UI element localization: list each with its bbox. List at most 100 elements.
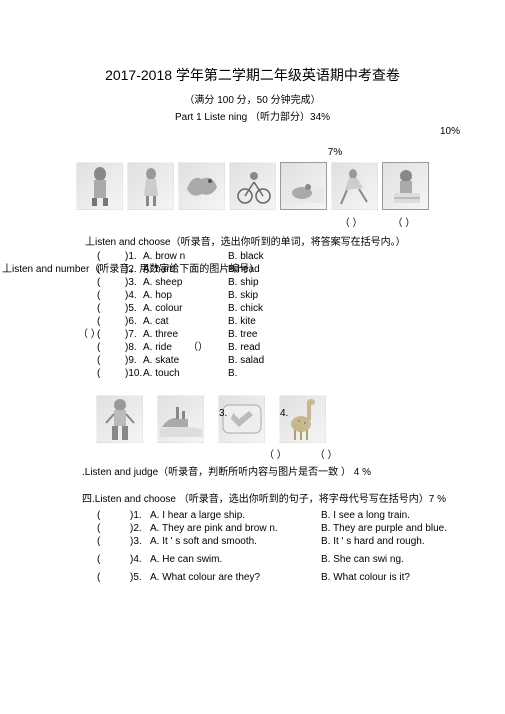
answer-paren: ( bbox=[97, 535, 130, 548]
question4-row: ()5.A. What colour are they?B. What colo… bbox=[0, 571, 505, 584]
question-number: )1. bbox=[125, 250, 143, 263]
document-subtitle: （满分 100 分，50 分钟完成） bbox=[0, 91, 505, 106]
exam-image bbox=[76, 162, 123, 210]
option-a: A. three bbox=[143, 328, 228, 341]
option-b: B. skip bbox=[228, 289, 258, 302]
question-number: )9. bbox=[125, 354, 143, 367]
option-b: B. salad bbox=[228, 354, 264, 367]
question-number: )10. bbox=[125, 367, 143, 380]
question-number: )3. bbox=[130, 535, 150, 548]
option-a: A. brow n bbox=[143, 250, 228, 263]
option-b: B. read bbox=[228, 341, 260, 354]
paren-row-1: （ ） （ ） bbox=[0, 214, 505, 229]
answer-paren: ( bbox=[97, 302, 125, 315]
question-row: ()9.A. skateB. salad bbox=[0, 354, 505, 367]
question4-row: ()2.A. They are pink and brow n.B. They … bbox=[0, 522, 505, 535]
paren-blank: （ ） bbox=[340, 214, 363, 229]
option-b: B. What colour is it? bbox=[321, 571, 410, 584]
exam-image bbox=[229, 162, 276, 210]
option-b: B. I see a long train. bbox=[321, 509, 410, 522]
question-number: )6. bbox=[125, 315, 143, 328]
document-title: 2017-2018 学年第二学期二年级英语期中考查卷 bbox=[0, 65, 505, 85]
question4-row: ()1.A. I hear a large ship.B. I see a lo… bbox=[0, 509, 505, 522]
paren-row-2: （ ） （ ） bbox=[0, 446, 505, 461]
question-number: )3. bbox=[125, 276, 143, 289]
question-number: )2. bbox=[125, 263, 143, 276]
question-number: )2. bbox=[130, 522, 150, 535]
exam-image bbox=[382, 162, 429, 210]
option-a: A. What colour are they? bbox=[150, 571, 321, 584]
option-a: A. skate bbox=[143, 354, 228, 367]
option-b: B.head bbox=[228, 263, 260, 276]
answer-paren: ( bbox=[97, 263, 125, 276]
question-number: )4. bbox=[130, 553, 150, 566]
option-a: A. They are pink and brow n. bbox=[150, 522, 321, 535]
question-number: )8. bbox=[125, 341, 143, 354]
section-4-label: 四.Listen and choose （听录音，选出你听到的句子，将字母代号写… bbox=[0, 490, 505, 505]
question-row: ()5.A. colourB. chick bbox=[0, 302, 505, 315]
option-a: A. ride bbox=[143, 341, 228, 354]
option-b: B. ship bbox=[228, 276, 259, 289]
option-a: A. It ' s soft and smooth. bbox=[150, 535, 321, 548]
answer-paren: ( bbox=[97, 509, 130, 522]
exam-image: 3. bbox=[218, 395, 265, 443]
paren-blank: （ ） bbox=[315, 446, 338, 461]
question-row: ()3.A. sheepB. ship bbox=[0, 276, 505, 289]
option-a: A. cat bbox=[143, 315, 228, 328]
option-b: B. chick bbox=[228, 302, 263, 315]
answer-paren: ( bbox=[97, 367, 125, 380]
answer-paren: ( bbox=[97, 522, 130, 535]
answer-paren: ( bbox=[97, 354, 125, 367]
answer-paren: ( bbox=[97, 289, 125, 302]
answer-paren: ( bbox=[97, 571, 130, 584]
exam-image bbox=[96, 395, 143, 443]
percent-10: 10% bbox=[0, 126, 505, 137]
percent-7: 7% bbox=[0, 147, 505, 158]
image-number: 3. bbox=[219, 408, 227, 419]
option-b: B. black bbox=[228, 250, 264, 263]
exam-image bbox=[127, 162, 174, 210]
paren-inline: （） bbox=[188, 341, 208, 354]
part-header: Part 1 Liste ning （听力部分）34% bbox=[0, 108, 505, 123]
question-number: )5. bbox=[125, 302, 143, 315]
question-number: )5. bbox=[130, 571, 150, 584]
question4-row: ()3.A. It ' s soft and smooth.B. It ' s … bbox=[0, 535, 505, 548]
option-b: B. It ' s hard and rough. bbox=[321, 535, 425, 548]
answer-paren: ( bbox=[97, 250, 125, 263]
option-a: A. touch bbox=[143, 367, 228, 380]
question-row: ()2.A. hardB.head bbox=[0, 263, 505, 276]
exam-image bbox=[280, 162, 327, 210]
exam-image bbox=[178, 162, 225, 210]
question-row: ()6.A. catB. kite bbox=[0, 315, 505, 328]
answer-paren: ( bbox=[97, 315, 125, 328]
question-row: （） ()8.A. rideB. read bbox=[0, 341, 505, 354]
paren-inline: （ ） bbox=[78, 328, 101, 341]
image-row-1 bbox=[0, 162, 505, 210]
image-row-2: 3. 4. bbox=[0, 395, 505, 443]
exam-image bbox=[331, 162, 378, 210]
option-b: B. kite bbox=[228, 315, 256, 328]
answer-paren: ( bbox=[97, 276, 125, 289]
option-b: B. She can swi ng. bbox=[321, 553, 404, 566]
option-b: B. tree bbox=[228, 328, 257, 341]
option-a: A. He can swim. bbox=[150, 553, 321, 566]
question-number: )7. bbox=[125, 328, 143, 341]
question-row: （ ）()7.A. threeB. tree bbox=[0, 328, 505, 341]
paren-blank: （ ） bbox=[393, 214, 416, 229]
question-number: )1. bbox=[130, 509, 150, 522]
option-a: A. hop bbox=[143, 289, 228, 302]
option-a: A. colour bbox=[143, 302, 228, 315]
exam-image bbox=[157, 395, 204, 443]
question-row: ()1.A. brow nB. black bbox=[0, 250, 505, 263]
answer-paren: ( bbox=[97, 328, 125, 341]
answer-paren: ( bbox=[97, 341, 125, 354]
question-row: ()10.A. touchB. bbox=[0, 367, 505, 380]
section-2-label: 丄isten and choose（听录音，选出你听到的单词，将答案写在括号内。… bbox=[0, 233, 505, 248]
option-b: B. bbox=[228, 367, 237, 380]
paren-blank: （ ） bbox=[264, 446, 287, 461]
option-b: B. They are purple and blue. bbox=[321, 522, 447, 535]
exam-image: 4. bbox=[279, 395, 326, 443]
option-a: A. sheep bbox=[143, 276, 228, 289]
option-a: A. I hear a large ship. bbox=[150, 509, 321, 522]
image-number: 4. bbox=[280, 408, 288, 419]
